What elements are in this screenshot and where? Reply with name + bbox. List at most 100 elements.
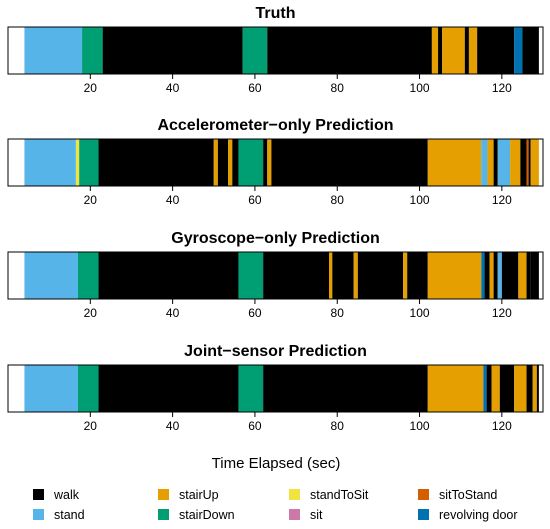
- segment-stairDown: [82, 27, 103, 74]
- segment-stairUp: [427, 252, 482, 299]
- segment-stairDown: [238, 365, 264, 412]
- x-tick-label: 120: [492, 306, 512, 320]
- panel-1: Truth 20 40 60 80 100 120: [7, 5, 544, 95]
- legend-swatch: [33, 489, 44, 500]
- segment-stairUp: [532, 365, 537, 412]
- segment-stand: [497, 252, 502, 299]
- segment-walk: [357, 252, 404, 299]
- segment-stairUp: [431, 27, 439, 74]
- segment-stairUp: [427, 365, 484, 412]
- segment-walk: [267, 27, 432, 74]
- legend-item-walk: walk: [33, 488, 80, 502]
- segment-stairDown: [238, 139, 264, 186]
- segment-walk: [217, 139, 229, 186]
- segment-walk: [484, 252, 490, 299]
- segment-walk: [536, 365, 539, 412]
- panel-3: Gyroscope−only Prediction 20 40 60 80 100 120: [7, 230, 544, 320]
- x-tick-label: 80: [331, 419, 345, 433]
- segment-stand: [24, 139, 76, 186]
- x-tick-label: 120: [492, 193, 512, 207]
- segment-walk: [526, 365, 533, 412]
- segment-stairUp: [403, 252, 408, 299]
- legend-swatch: [289, 509, 300, 520]
- legend-label: walk: [53, 488, 80, 502]
- segment-stairUp: [487, 139, 494, 186]
- x-tick-label: 80: [331, 193, 345, 207]
- segment-stairUp: [468, 27, 478, 74]
- segment-stairUp: [427, 139, 482, 186]
- segment-walk: [526, 252, 531, 299]
- legend-item-sitToStand: sitToStand: [418, 488, 497, 502]
- x-tick-label: 40: [166, 306, 180, 320]
- segment-stairUp: [518, 252, 527, 299]
- segment-walk: [98, 252, 239, 299]
- panel-frame: [7, 26, 544, 75]
- segment-stairUp: [353, 252, 358, 299]
- legend-item-stand: stand: [33, 508, 85, 522]
- x-tick-label: 120: [492, 419, 512, 433]
- legend-label: sit: [310, 508, 323, 522]
- x-tick-label: 20: [84, 306, 98, 320]
- panel-2: Accelerometer−only Prediction 20 40 60 80 100…: [7, 117, 544, 207]
- segment-stairDown: [242, 27, 268, 74]
- segment-stairUp: [213, 139, 218, 186]
- segment-stairUp: [228, 139, 233, 186]
- x-tick-label: 120: [492, 81, 512, 95]
- x-tick-label: 60: [248, 306, 262, 320]
- legend-label: revolving door: [439, 508, 518, 522]
- segment-stairDown: [77, 252, 99, 299]
- x-axis-title: Time Elapsed (sec): [212, 455, 341, 472]
- x-tick-label: 60: [248, 419, 262, 433]
- segment-stand: [24, 365, 78, 412]
- segment-walk: [232, 139, 239, 186]
- x-tick-label: 40: [166, 81, 180, 95]
- legend-label: stand: [54, 508, 85, 522]
- segment-stand: [24, 27, 83, 74]
- segment-stairUp: [329, 252, 333, 299]
- legend-label: stairUp: [179, 488, 219, 502]
- x-tick-label: 20: [84, 81, 98, 95]
- panel-frame: [7, 251, 544, 300]
- x-tick-label: 100: [410, 193, 430, 207]
- x-tick-label: 40: [166, 193, 180, 207]
- x-tick-label: 60: [248, 193, 262, 207]
- legend-swatch: [158, 489, 169, 500]
- x-tick-label: 20: [84, 419, 98, 433]
- panel-4: Joint−sensor Prediction 20 40 60 80 100 120: [7, 343, 544, 433]
- x-tick-label: 80: [331, 81, 345, 95]
- panel-frame: [7, 138, 544, 187]
- segment-walk: [522, 27, 539, 74]
- segment-walk: [464, 27, 469, 74]
- segment-walk: [486, 365, 492, 412]
- legend-swatch: [289, 489, 300, 500]
- segment-stand: [497, 139, 511, 186]
- segment-walk: [499, 365, 515, 412]
- segment-walk: [263, 365, 428, 412]
- segment-walk: [493, 139, 498, 186]
- segment-stairDown: [79, 139, 99, 186]
- segment-walk: [493, 252, 498, 299]
- x-tick-label: 40: [166, 419, 180, 433]
- x-tick-label: 20: [84, 193, 98, 207]
- segment-revolvingDoor: [481, 252, 485, 299]
- segment-stairUp: [510, 139, 521, 186]
- segment-walk: [438, 27, 443, 74]
- panel-frame: [7, 364, 544, 413]
- legend-label: sitToStand: [439, 488, 497, 502]
- legend-item-stairUp: stairUp: [158, 488, 219, 502]
- legend-swatch: [418, 489, 429, 500]
- panel-title: Truth: [256, 5, 296, 22]
- panel-title: Gyroscope−only Prediction: [171, 230, 380, 247]
- x-tick-label: 100: [410, 81, 430, 95]
- segment-stairUp: [491, 365, 500, 412]
- segment-walk: [501, 252, 519, 299]
- segment-walk: [407, 252, 428, 299]
- segment-walk: [528, 139, 531, 186]
- x-tick-label: 100: [410, 306, 430, 320]
- segment-stairUp: [514, 365, 527, 412]
- segment-walk: [263, 252, 329, 299]
- legend-swatch: [418, 509, 429, 520]
- x-tick-label: 100: [410, 419, 430, 433]
